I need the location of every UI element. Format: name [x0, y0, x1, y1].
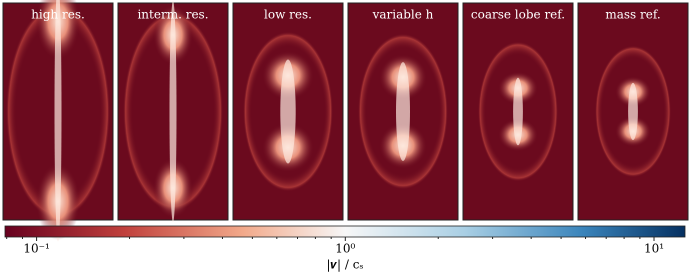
jet — [169, 1, 177, 222]
panel: interm. res. — [117, 1, 229, 222]
panel: mass ref. — [577, 2, 689, 221]
tick-label: 10⁻¹ — [23, 242, 49, 256]
panel: variable h — [347, 2, 459, 221]
colorbar — [4, 225, 686, 238]
panel: high res. — [2, 0, 114, 242]
tick-label: 10¹ — [644, 242, 664, 256]
jet — [513, 77, 523, 146]
panel-title: low res. — [264, 8, 312, 22]
panel: low res. — [232, 2, 344, 221]
jet — [280, 59, 296, 164]
panel-title: interm. res. — [137, 8, 208, 22]
jet — [54, 0, 62, 242]
panel-title: mass ref. — [605, 8, 660, 22]
panel-title: variable h — [372, 8, 434, 22]
jet — [396, 62, 410, 161]
jet — [628, 82, 638, 141]
tick-label: 10⁰ — [335, 242, 355, 256]
panel-title: coarse lobe ref. — [471, 8, 565, 22]
panel: coarse lobe ref. — [462, 2, 574, 221]
colorbar-label: |𝒗| / cₛ — [326, 258, 363, 272]
panel-title: high res. — [31, 8, 85, 22]
